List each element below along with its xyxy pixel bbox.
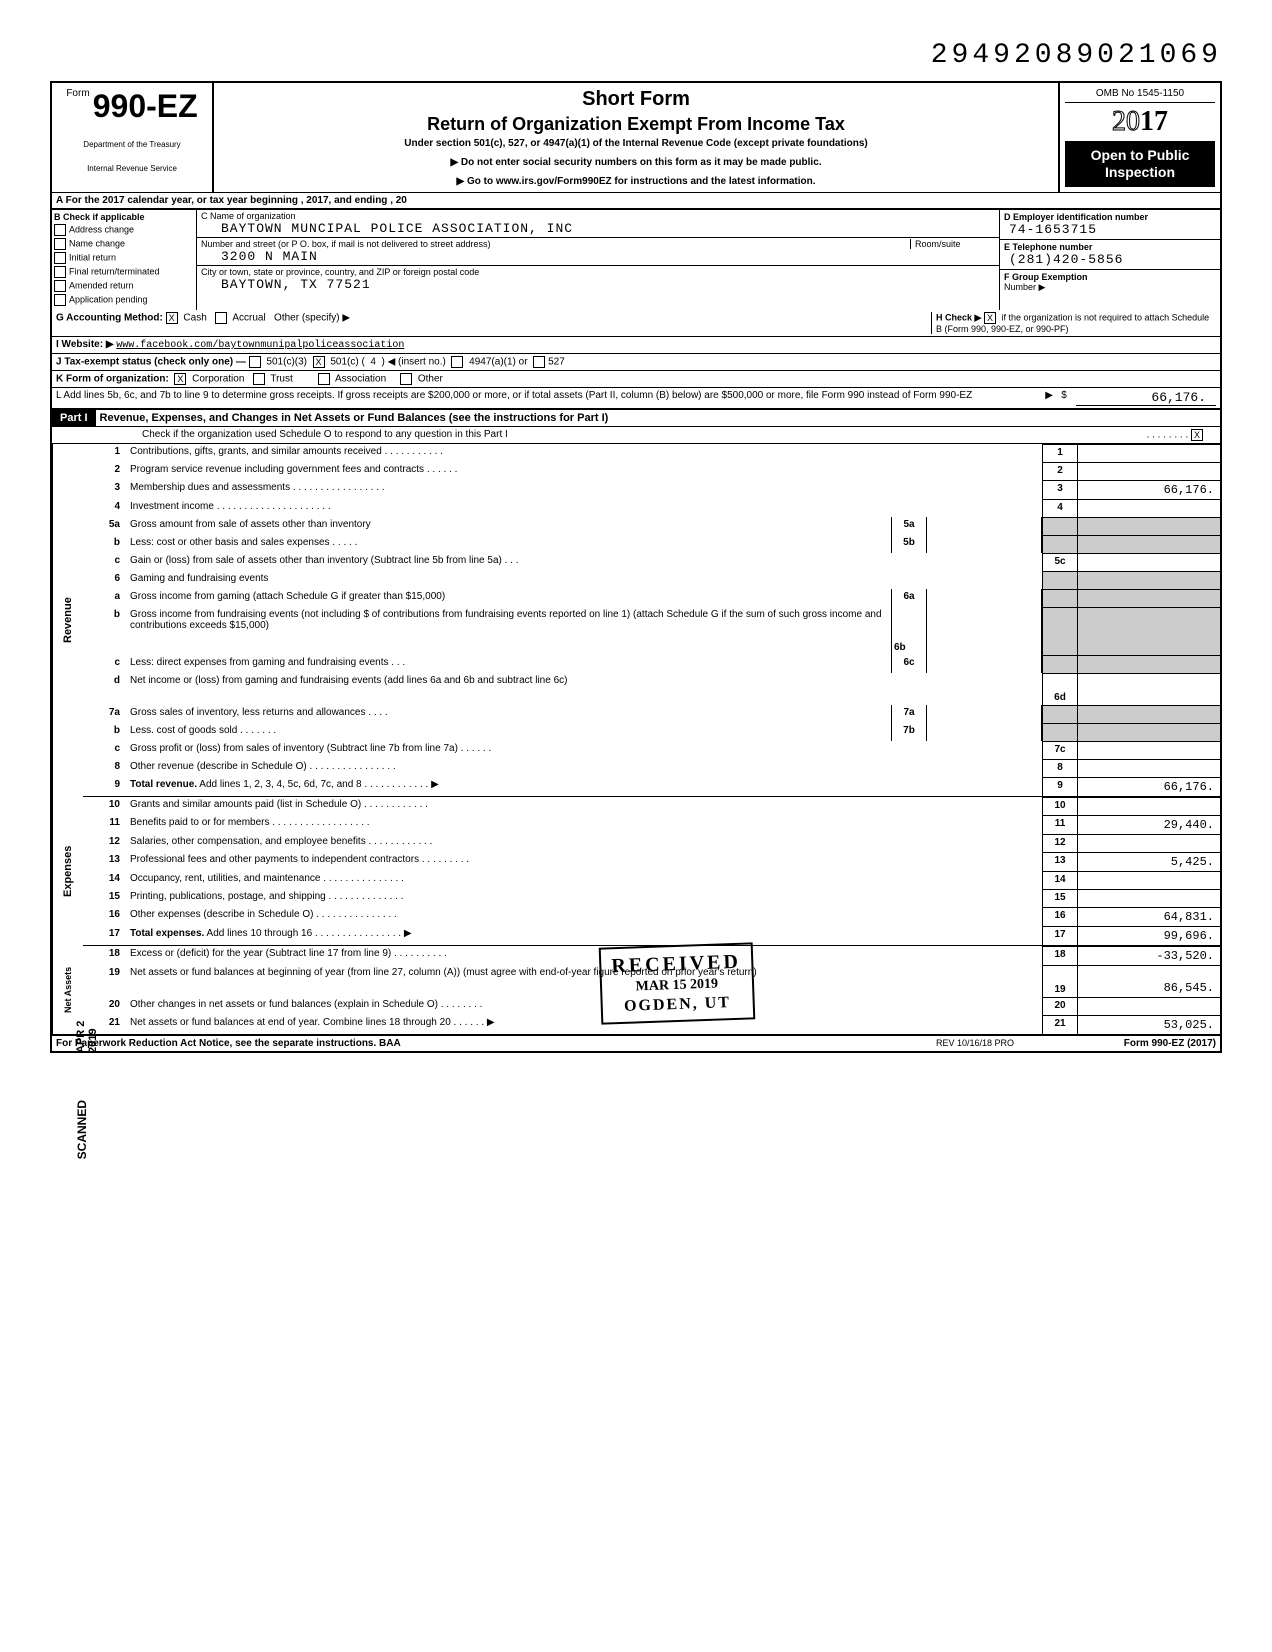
check-other-org[interactable]: [400, 373, 412, 385]
form-prefix: Form: [66, 88, 89, 99]
line-8-value: [1078, 759, 1220, 777]
check-amended-return[interactable]: Amended return: [54, 280, 194, 292]
line-11-value: 29,440.: [1078, 815, 1220, 834]
line-2-value: [1078, 462, 1220, 480]
right-header-cell: OMB No 1545-1150 2017 Open to PublicInsp…: [1060, 83, 1220, 192]
street-address: 3200 N MAIN: [201, 249, 318, 264]
footer-rev: REV 10/16/18 PRO: [936, 1038, 1076, 1049]
net-assets-section: Net Assets 18Excess or (deficit) for the…: [50, 946, 1222, 1036]
part1-title: Revenue, Expenses, and Changes in Net As…: [96, 410, 1220, 426]
main-title: Return of Organization Exempt From Incom…: [219, 114, 1053, 135]
part1-check-row: Check if the organization used Schedule …: [50, 427, 1222, 444]
line-3-value: 66,176.: [1078, 480, 1220, 499]
form-of-org-row: K Form of organization: X Corporation Tr…: [50, 371, 1222, 388]
document-number: 29492089021069: [50, 40, 1222, 71]
line-14-value: [1078, 871, 1220, 889]
check-name-change[interactable]: Name change: [54, 238, 194, 250]
line-4-value: [1078, 499, 1220, 517]
check-initial-return[interactable]: Initial return: [54, 252, 194, 264]
check-501c[interactable]: X: [313, 356, 325, 368]
footer-row: For Paperwork Reduction Act Notice, see …: [50, 1036, 1222, 1053]
line-13-value: 5,425.: [1078, 852, 1220, 871]
margin-date: APR 2 2019: [75, 1010, 99, 1053]
ein-row: D Employer identification number 74-1653…: [1000, 210, 1220, 240]
check-4947[interactable]: [451, 356, 463, 368]
line-l-row: L Add lines 5b, 6c, and 7b to line 9 to …: [50, 388, 1222, 410]
line-6d-value: [1078, 673, 1220, 705]
phone-value: (281)420-5856: [1004, 252, 1123, 267]
line-10-value: [1078, 797, 1220, 815]
section-a: A For the 2017 calendar year, or tax yea…: [50, 192, 1222, 210]
phone-row: E Telephone number (281)420-5856: [1000, 240, 1220, 270]
expenses-side-label: Expenses: [52, 797, 83, 946]
org-name-row: C Name of organization BAYTOWN MUNCIPAL …: [197, 210, 999, 238]
website-row: I Website: ▶ www.facebook.com/baytownmun…: [50, 337, 1222, 354]
column-c: C Name of organization BAYTOWN MUNCIPAL …: [197, 210, 1000, 310]
check-501c3[interactable]: [249, 356, 261, 368]
group-exemption-row: F Group ExemptionNumber ▶: [1000, 270, 1220, 295]
column-d: D Employer identification number 74-1653…: [1000, 210, 1220, 310]
check-corporation[interactable]: X: [174, 373, 186, 385]
city-state-zip: BAYTOWN, TX 77521: [201, 277, 371, 292]
section-b-title: B Check if applicable: [54, 212, 194, 222]
check-application-pending[interactable]: Application pending: [54, 294, 194, 306]
form-number-cell: Form 990-EZ Department of the Treasury I…: [52, 83, 214, 192]
dept-irs: Internal Revenue Service: [57, 164, 207, 173]
line-9-value: 66,176.: [1078, 777, 1220, 796]
line-l-value: 66,176.: [1076, 390, 1216, 406]
line-5c-value: [1078, 553, 1220, 571]
line-12-value: [1078, 834, 1220, 852]
line-15-value: [1078, 889, 1220, 907]
check-cash[interactable]: X: [166, 312, 178, 324]
ein-value: 74-1653715: [1004, 222, 1097, 237]
line-16-value: 64,831.: [1078, 907, 1220, 926]
check-final-return[interactable]: Final return/terminated: [54, 266, 194, 278]
warning-line: ▶ Do not enter social security numbers o…: [219, 157, 1053, 168]
form-header: Form 990-EZ Department of the Treasury I…: [50, 81, 1222, 192]
check-accrual[interactable]: [215, 312, 227, 324]
line-17-value: 99,696.: [1078, 926, 1220, 945]
check-association[interactable]: [318, 373, 330, 385]
accounting-method-row: G Accounting Method: X Cash Accrual Othe…: [50, 310, 1222, 337]
omb-number: OMB No 1545-1150: [1065, 88, 1215, 103]
line-18-value: -33,520.: [1078, 946, 1220, 965]
line-20-value: [1078, 997, 1220, 1015]
website-url: www.facebook.com/baytownmunipalpoliceass…: [116, 340, 404, 351]
part1-label: Part I: [52, 410, 96, 426]
dept-treasury: Department of the Treasury: [57, 140, 207, 149]
open-to-public: Open to PublicInspection: [1065, 141, 1215, 187]
check-trust[interactable]: [253, 373, 265, 385]
info-grid: B Check if applicable Address change Nam…: [50, 210, 1222, 310]
check-schedule-o[interactable]: X: [1191, 429, 1203, 441]
city-row: City or town, state or province, country…: [197, 266, 999, 293]
check-address-change[interactable]: Address change: [54, 224, 194, 236]
part1-header-row: Part I Revenue, Expenses, and Changes in…: [50, 410, 1222, 427]
address-row: Number and street (or P O. box, if mail …: [197, 238, 999, 266]
line-21-value: 53,025.: [1078, 1015, 1220, 1034]
room-suite-label: Room/suite: [910, 239, 995, 249]
tax-year: 2017: [1065, 106, 1215, 138]
line-7c-value: [1078, 741, 1220, 759]
revenue-section: Revenue 1Contributions, gifts, grants, a…: [50, 444, 1222, 797]
footer-form: Form 990-EZ (2017): [1076, 1038, 1216, 1049]
check-527[interactable]: [533, 356, 545, 368]
margin-scanned: SCANNED: [75, 1100, 89, 1159]
line-1-value: [1078, 444, 1220, 462]
column-b: B Check if applicable Address change Nam…: [52, 210, 197, 310]
check-schedule-b[interactable]: X: [984, 312, 996, 324]
revenue-side-label: Revenue: [52, 444, 83, 797]
expenses-section: Expenses 10Grants and similar amounts pa…: [50, 797, 1222, 946]
line-19-value: 86,545.: [1078, 965, 1220, 997]
goto-line: ▶ Go to www.irs.gov/Form990EZ for instru…: [219, 176, 1053, 187]
subtitle: Under section 501(c), 527, or 4947(a)(1)…: [219, 138, 1053, 149]
org-name: BAYTOWN MUNCIPAL POLICE ASSOCIATION, INC: [201, 221, 573, 236]
form-number: 990-EZ: [93, 88, 198, 124]
form-container: 29492089021069 Form 990-EZ Department of…: [50, 40, 1222, 1053]
short-form-label: Short Form: [219, 88, 1053, 111]
title-cell: Short Form Return of Organization Exempt…: [214, 83, 1060, 192]
tax-exempt-row: J Tax-exempt status (check only one) — 5…: [50, 354, 1222, 371]
